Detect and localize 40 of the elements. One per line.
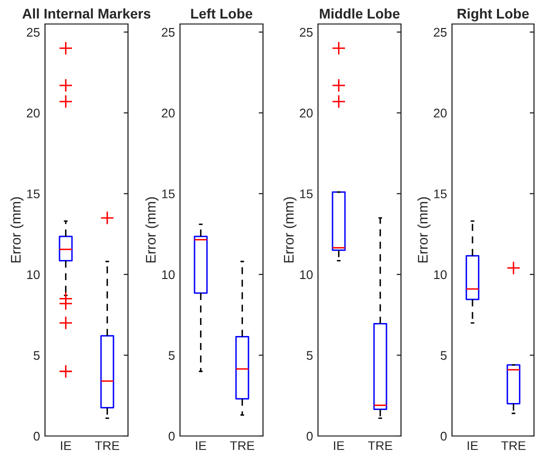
y-tick-label: 5 bbox=[440, 351, 447, 360]
y-tick-label: 20 bbox=[162, 108, 175, 118]
y-tick-label: 25 bbox=[300, 28, 313, 37]
y-tick-label: 10 bbox=[300, 270, 313, 280]
y-tick-label: 0 bbox=[34, 432, 40, 441]
x-tick-label: TRE bbox=[501, 441, 526, 450]
y-tick-label: 25 bbox=[434, 28, 447, 37]
y-axis-title: Error (mm) bbox=[284, 197, 296, 262]
y-tick-label: 0 bbox=[306, 432, 313, 441]
x-tick-label: IE bbox=[61, 441, 72, 450]
y-tick-label: 15 bbox=[300, 190, 313, 198]
chart-title: Middle Lobe bbox=[320, 8, 400, 19]
x-tick-label: TRE bbox=[230, 441, 254, 450]
x-tick-label: TRE bbox=[368, 441, 392, 450]
y-tick-label: 10 bbox=[162, 270, 175, 280]
y-tick-label: 15 bbox=[162, 190, 175, 198]
x-tick-label: IE bbox=[196, 441, 206, 450]
x-tick-label: TRE bbox=[95, 441, 120, 450]
chart-title: All Internal Markers bbox=[22, 8, 150, 19]
y-tick-label: 15 bbox=[434, 190, 447, 198]
y-tick-label: 10 bbox=[27, 270, 40, 280]
y-tick-label: 20 bbox=[300, 108, 313, 118]
y-tick-label: 0 bbox=[168, 432, 175, 441]
y-tick-label: 5 bbox=[306, 351, 313, 360]
y-tick-label: 10 bbox=[434, 270, 447, 280]
y-tick-label: 20 bbox=[434, 108, 447, 118]
y-axis-title: Error (mm) bbox=[10, 197, 24, 262]
y-tick-label: 15 bbox=[27, 190, 40, 198]
y-tick-label: 25 bbox=[26, 28, 40, 37]
y-tick-label: 5 bbox=[168, 351, 175, 360]
x-tick-label: IE bbox=[468, 441, 478, 450]
y-tick-label: 20 bbox=[26, 108, 40, 118]
chart-title: Right Lobe bbox=[458, 8, 529, 22]
y-tick-label: 25 bbox=[162, 28, 175, 37]
y-axis-title: Error (mm) bbox=[146, 197, 158, 262]
y-axis-title: Error (mm) bbox=[418, 197, 430, 262]
y-tick-label: 0 bbox=[440, 432, 447, 441]
chart-title: Left Lobe bbox=[191, 8, 252, 19]
x-tick-label: IE bbox=[334, 441, 344, 450]
y-tick-label: 5 bbox=[34, 351, 40, 360]
